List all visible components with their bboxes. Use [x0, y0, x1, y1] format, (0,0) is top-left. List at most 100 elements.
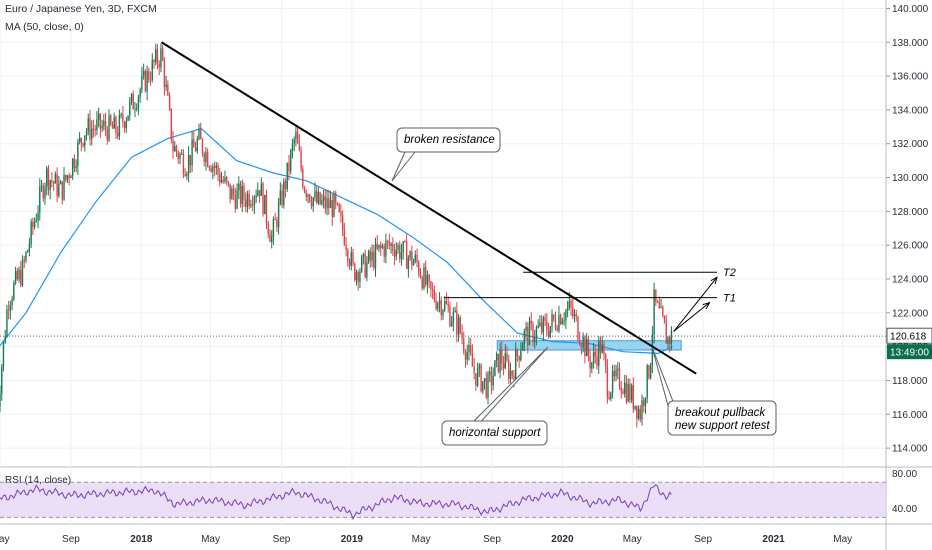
candle-body [329, 200, 332, 209]
candle-body [44, 186, 46, 199]
candle-body [385, 240, 387, 257]
y-tick-label: 124.000 [892, 275, 929, 286]
note-horizontal-support-box [441, 420, 548, 446]
candle-body [177, 152, 179, 159]
target-t1-label: T1 [723, 293, 736, 305]
candle-body [539, 322, 541, 327]
symbol-title: Euro / Japanese Yen, 3D, FXCM [5, 3, 157, 15]
candle-body [445, 301, 448, 304]
candle-body [658, 302, 661, 309]
candle-body [366, 262, 368, 278]
candle-body [265, 194, 268, 224]
candle-body [298, 143, 301, 151]
candle-body [322, 196, 325, 201]
candle-body [215, 165, 218, 169]
last-price-label: 120.618 [890, 332, 927, 343]
candle-body [663, 316, 666, 324]
candle-body [514, 349, 517, 380]
candle-body [442, 310, 444, 316]
candle-body [68, 175, 70, 179]
y-tick-label: 128.000 [892, 207, 929, 218]
candle-body [456, 310, 458, 335]
candle-body [454, 310, 456, 313]
candle-body [371, 251, 373, 261]
candle-body [111, 124, 114, 129]
candle-body [378, 244, 380, 249]
candle-body [343, 229, 346, 245]
candle-body [610, 392, 612, 399]
candle-body [565, 310, 567, 321]
candle-body [466, 352, 468, 360]
candle-body [276, 219, 278, 228]
candle-body [527, 326, 529, 346]
candle-body [501, 349, 503, 364]
candle-body [585, 339, 588, 357]
candle-body [295, 131, 297, 140]
candle-body [359, 271, 361, 282]
candle-body [277, 203, 280, 228]
candle-body [290, 150, 292, 172]
candle-body [544, 317, 546, 321]
candle-body [570, 300, 572, 307]
candle-body [14, 270, 17, 283]
x-tick-label: May [201, 534, 220, 545]
candle-body [553, 314, 555, 320]
candle-body [670, 330, 673, 344]
candle-body [203, 153, 205, 162]
candle-body [96, 119, 98, 131]
candle-body [599, 341, 602, 353]
candle-body [572, 306, 574, 317]
countdown-badge [887, 344, 932, 360]
candle-body [248, 193, 250, 206]
y-tick-label: 116.000 [892, 410, 928, 421]
candle-body [146, 70, 148, 92]
candle-body [347, 250, 349, 262]
x-tick-label: 2020 [551, 534, 574, 545]
projection-arrow-t1-head [702, 301, 711, 310]
candle-body [528, 320, 531, 346]
candle-body [547, 330, 550, 337]
candle-body [47, 168, 50, 191]
candle-body [127, 115, 129, 121]
candle-body [307, 194, 309, 197]
x-tick-label: May [0, 534, 9, 545]
candle-body [104, 120, 107, 130]
candle-body [303, 187, 306, 193]
candle-body [225, 177, 228, 182]
candle-body [103, 120, 105, 126]
candle-body [381, 246, 384, 248]
candle-body [196, 139, 198, 152]
x-tick-label: 2019 [341, 534, 364, 545]
y-tick-label: 140.000 [892, 4, 929, 15]
y-tick-label: 114.000 [892, 444, 928, 455]
x-tick-label: Sep [483, 534, 501, 545]
candle-body [80, 138, 83, 144]
candle-body [314, 191, 316, 198]
projection-arrow-t1 [673, 302, 710, 332]
note-broken-resistance: broken resistance [391, 127, 501, 182]
candle-body [489, 371, 491, 375]
candle-body [156, 49, 159, 64]
note-horizontal-support: horizontal support [441, 346, 549, 446]
candle-body [187, 154, 190, 175]
ma-layer [0, 127, 673, 355]
candle-body [168, 95, 171, 109]
candle-body [655, 289, 657, 302]
candle-body [660, 306, 662, 309]
candle-body [601, 344, 603, 353]
candle-body [433, 290, 436, 301]
candle-body [668, 337, 671, 344]
candle-body [317, 192, 320, 203]
candle-body [269, 233, 271, 242]
candle-body [110, 115, 112, 125]
candle-body [59, 181, 62, 185]
candle-body [648, 365, 650, 378]
candle-body [390, 243, 392, 246]
candle-body [457, 317, 460, 335]
ma-line [0, 127, 673, 355]
candle-body [78, 138, 81, 142]
candle-body [18, 269, 20, 280]
candle-body [499, 349, 501, 372]
candle-body [91, 128, 93, 140]
